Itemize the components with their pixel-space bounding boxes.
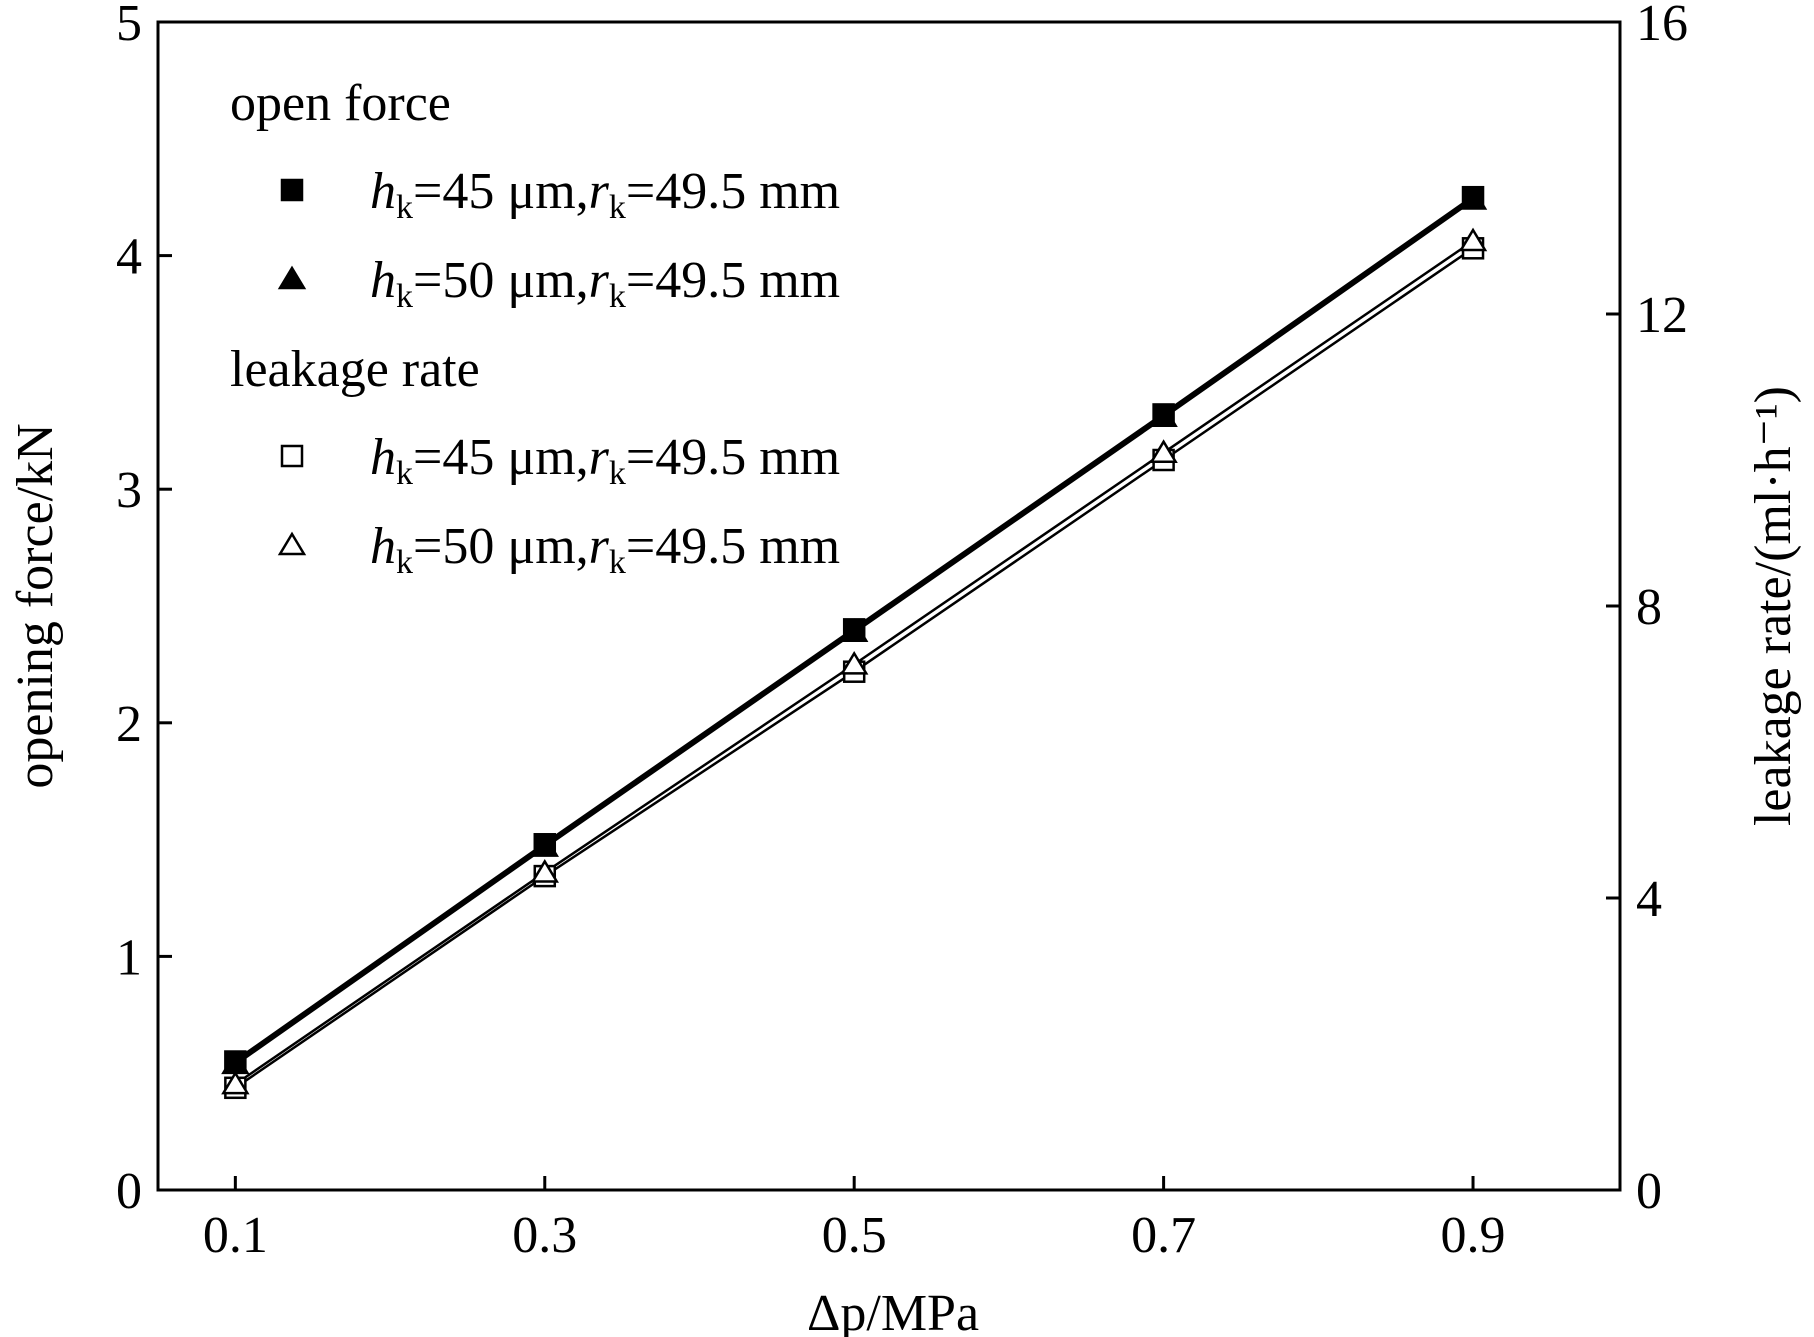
y-left-tick-label: 0 bbox=[116, 1163, 142, 1220]
x-tick-label: 0.9 bbox=[1441, 1207, 1506, 1264]
series-3-point bbox=[1458, 227, 1488, 252]
series-1-point bbox=[1149, 403, 1178, 428]
legend-marker bbox=[277, 531, 307, 556]
legend-label: hk=50 μm,rk=49.5 mm bbox=[370, 518, 840, 581]
series-3-point bbox=[530, 859, 559, 883]
legend-heading: leakage rate bbox=[230, 341, 480, 398]
series-1-point bbox=[839, 618, 869, 642]
x-tick-label: 0.3 bbox=[512, 1207, 577, 1264]
x-tick-label: 0.5 bbox=[822, 1207, 887, 1264]
y-right-tick-label: 12 bbox=[1636, 287, 1688, 344]
series-1-point bbox=[1458, 186, 1488, 210]
x-tick-label: 0.1 bbox=[203, 1207, 268, 1264]
series-1-point bbox=[530, 833, 559, 857]
series-3-point bbox=[221, 1070, 250, 1095]
series-3-point bbox=[839, 650, 869, 675]
y-right-tick-label: 0 bbox=[1636, 1163, 1662, 1220]
y-left-tick-label: 1 bbox=[116, 929, 142, 986]
legend-label: hk=50 μm,rk=49.5 mm bbox=[370, 252, 840, 315]
legend: open force hk=45 μm,rk=49.5 mm hk=50 μm,rk… bbox=[230, 75, 840, 581]
legend-label: hk=45 μm,rk=49.5 mm bbox=[370, 163, 840, 226]
legend-marker bbox=[280, 178, 304, 202]
legend-label: hk=45 μm,rk=49.5 mm bbox=[370, 429, 840, 492]
y-right-tick-label: 16 bbox=[1636, 0, 1688, 52]
x-tick-label: 0.7 bbox=[1131, 1207, 1196, 1264]
y-left-tick-label: 3 bbox=[116, 462, 142, 519]
legend-marker bbox=[280, 444, 304, 468]
y-axis-left-title: opening force/kN bbox=[7, 423, 64, 788]
y-right-tick-label: 8 bbox=[1636, 579, 1662, 636]
legend-marker bbox=[277, 265, 307, 290]
y-left-tick-label: 2 bbox=[116, 696, 142, 753]
y-right-tick-label: 4 bbox=[1636, 871, 1662, 928]
legend-heading: open force bbox=[230, 75, 451, 132]
series-layer bbox=[221, 185, 1488, 1100]
x-axis-title: Δp/MPa bbox=[807, 1285, 979, 1337]
y-left-tick-label: 5 bbox=[116, 0, 142, 52]
y-axis-right-title: leakage rate/(ml·h⁻¹) bbox=[1745, 386, 1802, 826]
series-3-point bbox=[1149, 439, 1178, 463]
y-left-tick-label: 4 bbox=[116, 229, 142, 286]
